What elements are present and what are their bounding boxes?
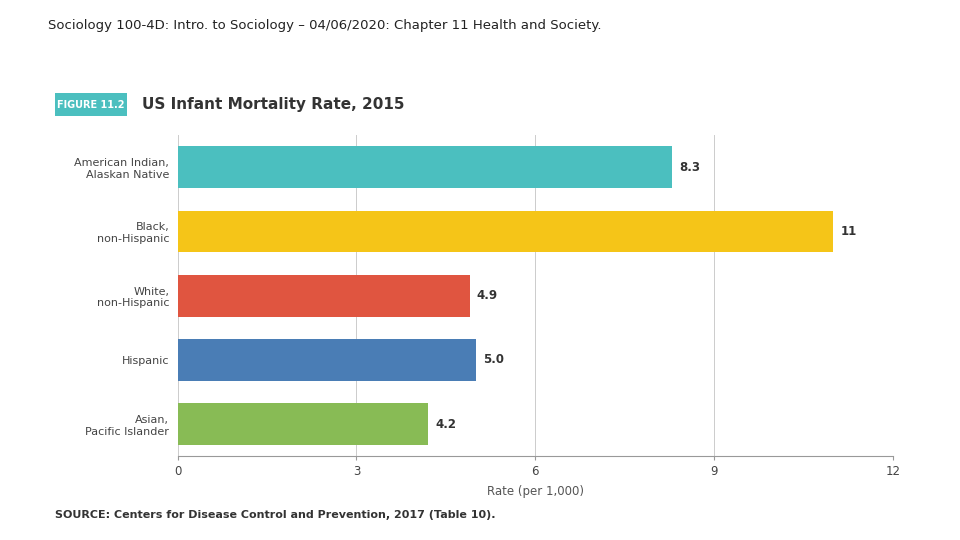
Text: 4.9: 4.9 bbox=[477, 289, 498, 302]
Text: 11: 11 bbox=[840, 225, 856, 238]
Text: SOURCE: Centers for Disease Control and Prevention, 2017 (Table 10).: SOURCE: Centers for Disease Control and … bbox=[55, 510, 495, 521]
Text: US Infant Mortality Rate, 2015: US Infant Mortality Rate, 2015 bbox=[142, 97, 404, 112]
Text: 4.2: 4.2 bbox=[435, 417, 456, 431]
Bar bbox=[178, 275, 469, 316]
Text: Sociology 100-4D: Intro. to Sociology – 04/06/2020: Chapter 11 Health and Societ: Sociology 100-4D: Intro. to Sociology – … bbox=[48, 19, 602, 32]
Text: 5.0: 5.0 bbox=[483, 353, 504, 367]
Bar bbox=[178, 403, 428, 445]
Text: 8.3: 8.3 bbox=[680, 160, 701, 174]
X-axis label: Rate (per 1,000): Rate (per 1,000) bbox=[487, 485, 584, 498]
Bar bbox=[178, 339, 475, 381]
Bar bbox=[178, 146, 672, 188]
Text: FIGURE 11.2: FIGURE 11.2 bbox=[57, 100, 125, 110]
Bar bbox=[178, 211, 833, 252]
